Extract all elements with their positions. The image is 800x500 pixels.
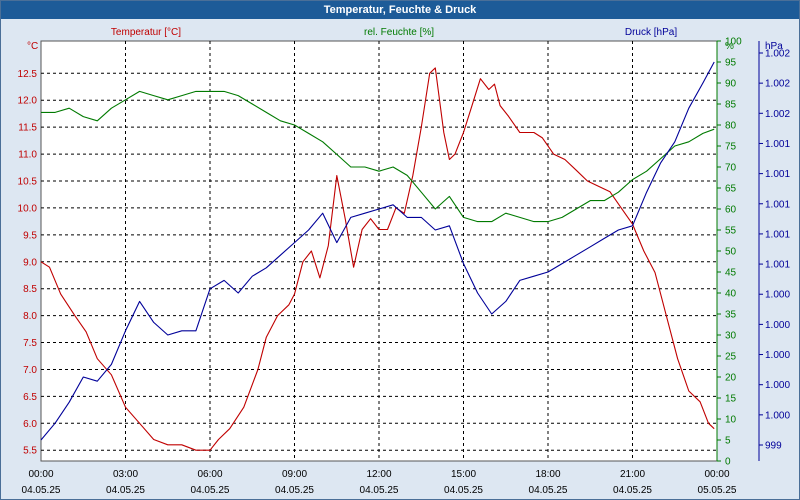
x-axis-date-label: 04.05.25 (275, 485, 314, 496)
x-axis-date-label: 04.05.25 (444, 485, 483, 496)
x-axis-date-label: 04.05.25 (22, 485, 61, 496)
left-axis-tick-label: 10.5 (18, 177, 38, 188)
pressure-axis-tick-label: 1.000 (765, 350, 790, 361)
x-axis-time-label: 12:00 (366, 469, 391, 480)
left-axis-tick-label: 12.5 (18, 69, 38, 80)
left-axis-tick-label: 7.5 (23, 338, 37, 349)
x-axis-time-label: 09:00 (282, 469, 307, 480)
humidity-axis-tick-label: 50 (725, 247, 737, 258)
pressure-axis-tick-label: 1.001 (765, 260, 790, 271)
left-axis-tick-label: 8.0 (23, 311, 37, 322)
pressure-axis-tick-label: 1.000 (765, 290, 790, 301)
x-axis-date-label: 04.05.25 (529, 485, 568, 496)
humidity-axis-tick-label: 55 (725, 226, 737, 237)
x-axis-date-label: 05.05.25 (698, 485, 737, 496)
humidity-axis-unit: % (725, 41, 734, 52)
x-axis-time-label: 18:00 (535, 469, 560, 480)
left-axis-tick-label: 10.0 (18, 203, 38, 214)
left-axis-tick-label: 12.0 (18, 96, 38, 107)
pressure-axis-tick-label: 1.000 (765, 410, 790, 421)
humidity-axis-tick-label: 65 (725, 184, 737, 195)
humidity-axis-tick-label: 40 (725, 289, 737, 300)
left-axis-unit: °C (27, 41, 38, 52)
humidity-axis-tick-label: 5 (725, 436, 731, 447)
pressure-axis-tick-label: 1.002 (765, 49, 790, 60)
humidity-axis-tick-label: 35 (725, 310, 737, 321)
left-axis-tick-label: 11.0 (18, 150, 37, 161)
humidity-axis-tick-label: 70 (725, 163, 737, 174)
pressure-axis-tick-label: 999 (765, 441, 782, 452)
left-axis-tick-label: 9.5 (23, 230, 37, 241)
pressure-axis-tick-label: 1.002 (765, 109, 790, 120)
pressure-axis-tick-label: 1.000 (765, 380, 790, 391)
humidity-axis-tick-label: 60 (725, 205, 737, 216)
x-axis-date-label: 04.05.25 (613, 485, 652, 496)
humidity-axis-tick-label: 75 (725, 142, 737, 153)
left-axis-tick-label: 6.5 (23, 392, 37, 403)
left-axis-tick-label: 7.0 (23, 365, 37, 376)
series-line-pressure (40, 61, 715, 441)
legend-pressure: Druck [hPa] (625, 27, 677, 38)
x-axis-time-label: 06:00 (197, 469, 222, 480)
pressure-axis-tick-label: 1.001 (765, 139, 790, 150)
pressure-axis-tick-label: 1.000 (765, 320, 790, 331)
humidity-axis-tick-label: 45 (725, 268, 737, 279)
legend-humidity: rel. Feuchte [%] (364, 27, 434, 38)
humidity-axis-tick-label: 25 (725, 352, 737, 363)
pressure-axis-unit: hPa (765, 41, 783, 52)
x-axis-time-label: 00:00 (28, 469, 53, 480)
x-axis-time-label: 03:00 (113, 469, 138, 480)
humidity-axis-tick-label: 30 (725, 331, 737, 342)
left-axis-tick-label: 6.0 (23, 419, 37, 430)
humidity-axis-tick-label: 20 (725, 373, 737, 384)
pressure-axis-tick-label: 1.002 (765, 79, 790, 90)
left-axis-tick-label: 9.0 (23, 257, 37, 268)
pressure-axis-tick-label: 1.001 (765, 169, 790, 180)
x-axis-time-label: 21:00 (620, 469, 645, 480)
series-line-humidity (41, 90, 715, 223)
x-axis-date-label: 04.05.25 (106, 485, 145, 496)
legend-temperature: Temperatur [°C] (111, 27, 181, 38)
humidity-axis-tick-label: 15 (725, 394, 737, 405)
x-axis-time-label: 15:00 (451, 469, 476, 480)
humidity-axis-tick-label: 10 (725, 415, 737, 426)
humidity-axis-tick-label: 85 (725, 100, 737, 111)
humidity-axis-tick-label: 80 (725, 121, 737, 132)
x-axis-date-label: 04.05.25 (360, 485, 399, 496)
window-title: Temperatur, Feuchte & Druck (1, 1, 799, 19)
left-axis-tick-label: 8.5 (23, 284, 37, 295)
x-axis-date-label: 04.05.25 (191, 485, 230, 496)
humidity-axis-tick-label: 100 (725, 37, 742, 48)
pressure-axis-tick-label: 1.001 (765, 199, 790, 210)
humidity-axis-tick-label: 90 (725, 79, 737, 90)
humidity-axis-tick-label: 0 (725, 457, 731, 468)
left-axis-tick-label: 11.5 (18, 123, 37, 134)
pressure-axis-tick-label: 1.001 (765, 229, 790, 240)
left-axis-tick-label: 5.5 (23, 446, 37, 457)
x-axis-time-label: 00:00 (704, 469, 729, 480)
humidity-axis-tick-label: 95 (725, 58, 737, 69)
